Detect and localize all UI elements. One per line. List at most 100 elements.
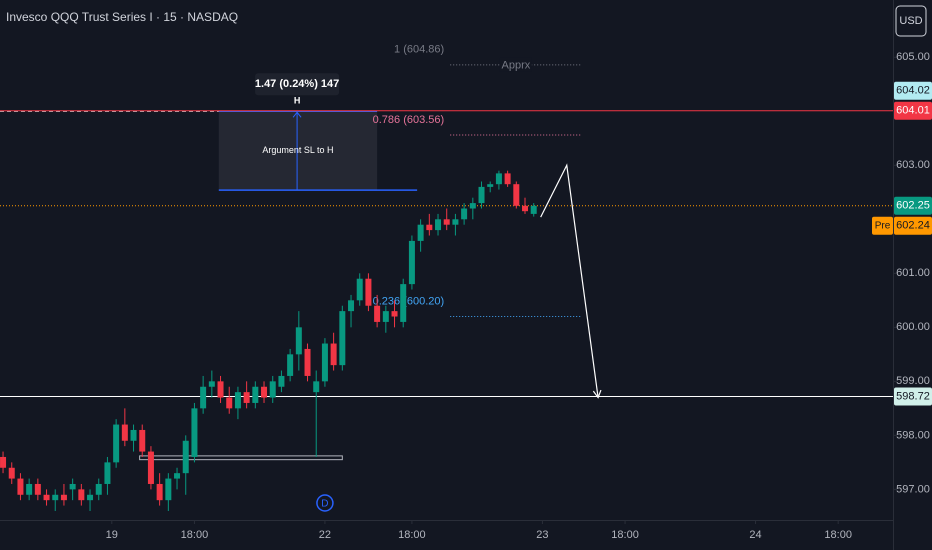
- candle-body: [208, 381, 215, 387]
- candle-body: [321, 343, 328, 382]
- candle-body: [400, 284, 407, 322]
- candle-body: [165, 478, 172, 501]
- projection-line: [540, 163, 599, 398]
- candle-body: [0, 456, 7, 468]
- measure-arrowhead: [292, 111, 302, 118]
- candle-body: [174, 473, 181, 479]
- candle-body: [226, 397, 233, 409]
- candle-body: [391, 311, 398, 317]
- candle-body: [469, 203, 476, 209]
- candle-body: [487, 184, 494, 187]
- candle-body: [365, 278, 372, 306]
- candle-body: [43, 494, 50, 501]
- candle-body: [339, 311, 346, 366]
- projection-arrowhead: [592, 389, 602, 399]
- currency-label[interactable]: USD: [899, 15, 922, 27]
- candle-body: [443, 219, 450, 225]
- fib-label: 1 (604.86): [394, 44, 444, 56]
- candle-body: [52, 494, 59, 501]
- candle-body: [417, 224, 424, 241]
- candle-body: [408, 240, 415, 285]
- price-tag: [894, 81, 932, 100]
- measure-sub: H: [294, 96, 301, 106]
- candle-body: [243, 392, 250, 403]
- candle-body: [287, 354, 294, 376]
- dividend-marker-label: D: [321, 499, 328, 510]
- x-tick-label: 23: [536, 529, 548, 541]
- candle-body: [234, 392, 241, 409]
- candle-body: [330, 343, 337, 366]
- y-tick-label: 598.00: [896, 429, 930, 441]
- candle-body: [374, 305, 381, 322]
- price-tag-label: 604.01: [896, 105, 930, 117]
- candle-body: [426, 224, 433, 231]
- price-tag: [894, 216, 932, 235]
- y-tick-label: 605.00: [896, 51, 930, 63]
- candle-body: [113, 424, 120, 463]
- candle-body: [522, 205, 529, 212]
- candle-body: [356, 278, 363, 301]
- y-tick-label: 601.00: [896, 267, 930, 279]
- y-tick-label: 603.00: [896, 159, 930, 171]
- candle-body: [87, 494, 94, 501]
- price-tag-prefix-bg: [872, 216, 893, 235]
- candle-body: [252, 386, 259, 403]
- currency-button[interactable]: [895, 5, 927, 37]
- y-tick-label: 600.00: [896, 321, 930, 333]
- fib-note-bg: [499, 57, 532, 72]
- candle-body: [121, 424, 128, 441]
- candle-body: [461, 208, 468, 220]
- candle-body: [513, 184, 520, 206]
- candle-body: [95, 483, 102, 495]
- measure-box: [218, 111, 378, 191]
- fib-label: 0.786 (603.56): [373, 114, 445, 126]
- x-tick-label: 18:00: [398, 529, 426, 541]
- candle-body: [304, 348, 311, 376]
- candle-body: [60, 494, 67, 501]
- candle-body: [78, 489, 85, 501]
- chart-title: Invesco QQQ Trust Series I · 15 · NASDAQ: [6, 10, 238, 24]
- fib-label: 0.236 (600.20): [373, 295, 445, 307]
- x-tick-label: 22: [319, 529, 331, 541]
- candle-body: [69, 483, 76, 490]
- candle-body: [348, 300, 355, 312]
- x-tick-label: 18:00: [181, 529, 209, 541]
- fib-note: Apprx: [502, 60, 531, 72]
- price-tag-label: 602.24: [896, 220, 930, 232]
- price-tag-label: 598.72: [896, 390, 930, 402]
- candle-body: [278, 375, 285, 387]
- candle-body: [26, 483, 33, 495]
- dividend-marker: [316, 494, 334, 512]
- x-tick-label: 18:00: [611, 529, 639, 541]
- candle-body: [34, 483, 41, 495]
- candle-body: [200, 386, 207, 409]
- y-tick-label: 597.00: [896, 483, 930, 495]
- x-tick-label: 24: [749, 529, 761, 541]
- candle-body: [295, 327, 302, 355]
- price-tag: [894, 387, 932, 406]
- candle-body: [261, 386, 268, 398]
- candle-body: [139, 429, 146, 452]
- candle-body: [452, 219, 459, 225]
- price-tag-label: 602.25: [896, 200, 930, 212]
- price-tag: [894, 101, 932, 120]
- candle-body: [191, 408, 198, 457]
- price-tag: [894, 196, 932, 215]
- candle-body: [269, 381, 276, 398]
- zone: [139, 455, 343, 461]
- candle-body: [130, 429, 137, 441]
- candle-body: [156, 483, 163, 501]
- candle-body: [104, 462, 111, 484]
- candle-body: [382, 311, 389, 322]
- price-tag-label: 604.02: [896, 85, 930, 97]
- candle-body: [182, 440, 189, 474]
- candle-body: [504, 173, 511, 185]
- x-tick-label: 18:00: [824, 529, 852, 541]
- candle-body: [530, 205, 537, 214]
- measure-text: Argument SL to H: [262, 145, 333, 155]
- price-tag-prefix: Pre: [875, 220, 891, 231]
- candle-body: [478, 186, 485, 204]
